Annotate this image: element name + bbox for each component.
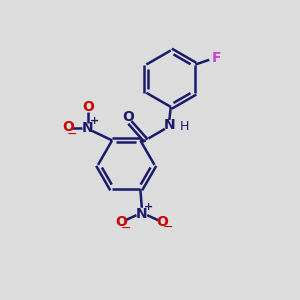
Text: O: O [122, 110, 134, 124]
Text: H: H [180, 120, 189, 133]
Text: N: N [82, 121, 94, 135]
Text: F: F [212, 51, 222, 65]
Text: −: − [120, 221, 131, 235]
Text: +: + [144, 202, 153, 212]
Text: −: − [67, 128, 77, 141]
Text: N: N [164, 118, 175, 132]
Text: O: O [62, 120, 74, 134]
Text: O: O [157, 215, 169, 229]
Text: +: + [90, 116, 99, 126]
Text: O: O [115, 215, 127, 229]
Text: N: N [136, 207, 148, 221]
Text: O: O [82, 100, 94, 113]
Text: −: − [163, 221, 173, 234]
